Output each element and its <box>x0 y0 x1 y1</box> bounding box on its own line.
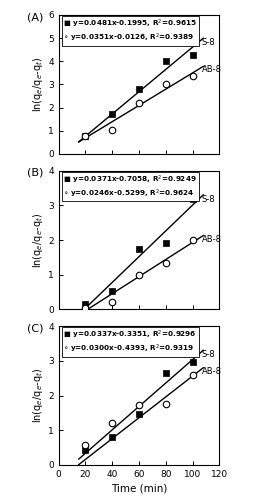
Point <box>136 410 140 418</box>
Text: S-8: S-8 <box>201 38 215 47</box>
Point <box>190 358 194 366</box>
Point <box>163 259 167 267</box>
Point <box>136 400 140 408</box>
Point <box>190 196 194 203</box>
Text: AB-8: AB-8 <box>201 368 221 376</box>
Point <box>136 244 140 252</box>
Point <box>163 240 167 248</box>
Y-axis label: ln(q$_e$/q$_e$-q$_t$): ln(q$_e$/q$_e$-q$_t$) <box>31 57 45 112</box>
Y-axis label: ln(q$_e$/q$_e$-q$_t$): ln(q$_e$/q$_e$-q$_t$) <box>31 212 45 268</box>
Point <box>83 300 87 308</box>
Text: (A): (A) <box>26 12 43 22</box>
Point <box>110 420 114 428</box>
Point <box>136 86 140 94</box>
Point <box>190 236 194 244</box>
Y-axis label: ln(q$_e$/q$_e$-q$_t$): ln(q$_e$/q$_e$-q$_t$) <box>31 368 45 423</box>
Point <box>190 51 194 59</box>
Point <box>163 80 167 88</box>
Point <box>110 110 114 118</box>
Text: (B): (B) <box>26 168 43 178</box>
Text: $\mathbf{\blacksquare}$ y=0.0481x-0.1995, R$^2$=0.9615
$\circ$ y=0.0351x-0.0126,: $\mathbf{\blacksquare}$ y=0.0481x-0.1995… <box>63 18 196 44</box>
Point <box>163 400 167 408</box>
Point <box>83 132 87 140</box>
Point <box>136 270 140 278</box>
Point <box>83 446 87 454</box>
Point <box>83 304 87 312</box>
Point <box>110 286 114 294</box>
Text: (C): (C) <box>26 324 43 334</box>
Text: $\mathbf{\blacksquare}$ y=0.0371x-0.7058, R$^2$=0.9249
$\circ$ y=0.0246x-0.5299,: $\mathbf{\blacksquare}$ y=0.0371x-0.7058… <box>63 174 196 200</box>
X-axis label: Time (min): Time (min) <box>110 483 167 493</box>
Point <box>83 441 87 449</box>
Point <box>110 433 114 441</box>
Point <box>110 298 114 306</box>
Point <box>83 132 87 140</box>
Point <box>163 57 167 65</box>
Point <box>190 371 194 379</box>
Text: S-8: S-8 <box>201 350 215 360</box>
Text: AB-8: AB-8 <box>201 234 221 244</box>
Point <box>190 72 194 80</box>
Text: AB-8: AB-8 <box>201 65 221 74</box>
Text: $\mathbf{\blacksquare}$ y=0.0337x-0.3351, R$^2$=0.9296
$\circ$ y=0.0300x-0.4393,: $\mathbf{\blacksquare}$ y=0.0337x-0.3351… <box>63 329 196 355</box>
Point <box>136 99 140 107</box>
Point <box>163 369 167 377</box>
Point <box>110 126 114 134</box>
Text: S-8: S-8 <box>201 196 215 204</box>
